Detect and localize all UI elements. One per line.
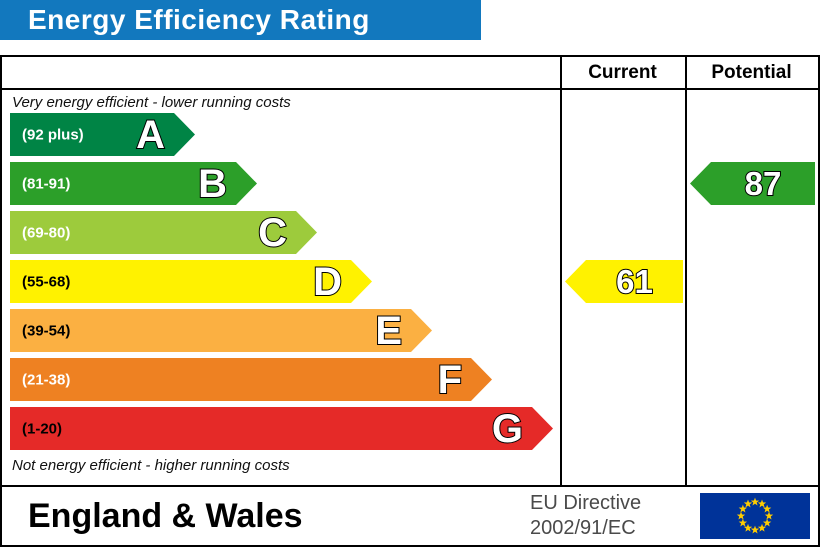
band-d-letter: D bbox=[313, 259, 342, 304]
current-column-header: Current bbox=[588, 62, 657, 83]
eu-directive-label: EU Directive 2002/91/EC bbox=[530, 491, 641, 541]
potential-column-divider bbox=[685, 57, 687, 485]
eu-directive-line1: EU Directive bbox=[530, 492, 642, 514]
region-label: England & Wales bbox=[28, 497, 303, 535]
band-c-range: (69-80) bbox=[22, 224, 71, 241]
footer-bar: England & Wales EU Directive 2002/91/EC bbox=[0, 485, 820, 547]
band-f-letter: F bbox=[437, 357, 462, 402]
band-a-letter: A bbox=[136, 112, 165, 157]
band-e-letter: E bbox=[375, 308, 402, 353]
band-g: (1-20) G bbox=[10, 407, 553, 450]
current-rating-arrow: 61 bbox=[565, 260, 683, 303]
eu-flag-icon bbox=[700, 493, 810, 539]
bottom-note: Not energy efficient - higher running co… bbox=[12, 457, 290, 474]
title-bar: Energy Efficiency Rating bbox=[0, 0, 481, 40]
potential-rating-arrow: 87 bbox=[690, 162, 815, 205]
band-a: (92 plus) A bbox=[10, 113, 195, 156]
band-b-letter: B bbox=[198, 161, 227, 206]
potential-rating-value: 87 bbox=[744, 165, 783, 202]
rating-table: Current Potential Very energy efficient … bbox=[0, 55, 820, 487]
band-f-range: (21-38) bbox=[22, 371, 71, 388]
band-b: (81-91) B bbox=[10, 162, 257, 205]
top-note: Very energy efficient - lower running co… bbox=[12, 94, 291, 111]
band-c: (69-80) C bbox=[10, 211, 317, 254]
band-a-range: (92 plus) bbox=[22, 126, 84, 143]
table-header: Current Potential bbox=[2, 57, 818, 90]
band-c-letter: C bbox=[258, 210, 287, 255]
current-rating-value: 61 bbox=[615, 263, 654, 300]
band-d-range: (55-68) bbox=[22, 273, 71, 290]
band-e: (39-54) E bbox=[10, 309, 432, 352]
current-column-divider bbox=[560, 57, 562, 485]
band-f: (21-38) F bbox=[10, 358, 492, 401]
potential-column-header: Potential bbox=[711, 62, 792, 83]
eu-directive-line2: 2002/91/EC bbox=[530, 517, 636, 539]
band-e-range: (39-54) bbox=[22, 322, 71, 339]
band-d: (55-68) D bbox=[10, 260, 372, 303]
band-b-range: (81-91) bbox=[22, 175, 71, 192]
band-g-range: (1-20) bbox=[22, 420, 63, 437]
page-title: Energy Efficiency Rating bbox=[28, 4, 370, 35]
band-g-letter: G bbox=[491, 406, 523, 451]
